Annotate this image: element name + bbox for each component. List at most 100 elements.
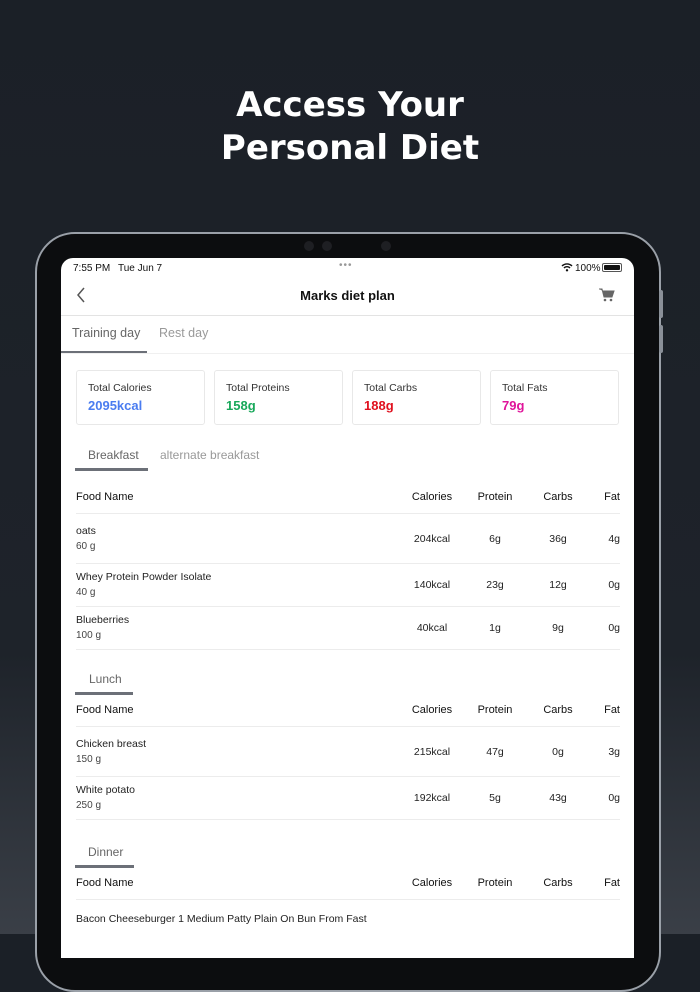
carbs: 36g: [549, 532, 567, 545]
card-label: Total Proteins: [226, 382, 290, 394]
card-value: 158g: [226, 398, 256, 413]
table-row[interactable]: White potato 250 g 192kcal 5g 43g 0g: [76, 777, 620, 820]
table-header: Food Name Calories Protein Carbs Fat: [76, 480, 620, 514]
tab-indicator: [75, 865, 134, 868]
food-qty: 250 g: [76, 800, 102, 811]
table-header: Food Name Calories Protein Carbs Fat: [76, 693, 620, 727]
protein: 1g: [489, 622, 501, 634]
col-carbs: Carbs: [543, 490, 573, 503]
protein: 6g: [489, 532, 501, 545]
table-row[interactable]: Bacon Cheeseburger 1 Medium Patty Plain …: [76, 900, 620, 925]
carbs: 9g: [552, 622, 564, 634]
battery-icon: [602, 263, 622, 272]
wifi-icon: [561, 262, 573, 275]
col-calories: Calories: [411, 876, 453, 889]
fat: 0g: [608, 622, 620, 634]
tab-breakfast[interactable]: Breakfast: [88, 448, 139, 462]
tab-indicator: [75, 468, 148, 471]
fat: 0g: [608, 579, 620, 591]
status-time: 7:55 PM: [73, 263, 111, 274]
camera-dot: [322, 241, 332, 251]
col-food-name: Food Name: [76, 876, 134, 889]
food-name: White potato: [76, 784, 135, 796]
cart-icon[interactable]: [599, 288, 615, 307]
carbs: 12g: [549, 579, 567, 591]
tab-alternate-breakfast[interactable]: alternate breakfast: [160, 448, 260, 462]
page-title: Marks diet plan: [300, 288, 395, 303]
status-date: Tue Jun 7: [118, 263, 163, 274]
col-protein: Protein: [477, 703, 513, 716]
col-fat: Fat: [604, 703, 620, 716]
multitasking-dots-icon[interactable]: •••: [339, 260, 353, 271]
total-fats-card: Total Fats 79g: [490, 370, 619, 425]
food-name: Chicken breast: [76, 737, 147, 750]
tab-indicator: [75, 692, 133, 695]
col-protein: Protein: [477, 490, 513, 503]
table-row[interactable]: Whey Protein Powder Isolate 40 g 140kcal …: [76, 564, 620, 607]
divider: [61, 315, 634, 316]
table-header: Food Name Calories Protein Carbs Fat: [76, 866, 620, 900]
card-label: Total Carbs: [364, 382, 418, 394]
calories: 40kcal: [416, 622, 448, 634]
food-qty: 100 g: [76, 630, 102, 641]
carbs: 43g: [549, 792, 567, 804]
food-name: Bacon Cheeseburger 1 Medium Patty Plain …: [76, 913, 367, 925]
card-value: 2095kcal: [88, 398, 143, 413]
food-name: Whey Protein Powder Isolate: [76, 571, 212, 583]
protein: 5g: [489, 792, 501, 804]
table-row[interactable]: Chicken breast 150 g 215kcal 47g 0g 3g: [76, 727, 620, 777]
table-row[interactable]: Blueberries 100 g 40kcal 1g 9g 0g: [76, 607, 620, 650]
fat: 4g: [608, 532, 620, 545]
tab-dinner[interactable]: Dinner: [88, 845, 124, 859]
camera-dot: [304, 241, 314, 251]
headline: Access Your Personal Diet: [0, 84, 700, 170]
protein: 23g: [486, 579, 504, 591]
calories: 192kcal: [413, 792, 451, 804]
food-qty: 150 g: [76, 753, 102, 765]
tab-indicator: [61, 351, 147, 354]
calories: 204kcal: [413, 532, 451, 545]
volume-button: [659, 290, 663, 318]
tab-lunch[interactable]: Lunch: [89, 672, 122, 686]
card-label: Total Fats: [502, 382, 548, 394]
col-fat: Fat: [604, 876, 620, 889]
food-name: Blueberries: [76, 614, 130, 626]
headline-line-2: Personal Diet: [220, 128, 480, 168]
col-carbs: Carbs: [543, 703, 573, 716]
fat: 0g: [608, 792, 620, 804]
total-proteins-card: Total Proteins 158g: [214, 370, 343, 425]
breakfast-table: Food Name Calories Protein Carbs Fat oat…: [76, 480, 620, 650]
fat: 3g: [608, 745, 620, 758]
card-value: 79g: [502, 398, 525, 413]
lunch-table: Food Name Calories Protein Carbs Fat Chi…: [76, 693, 620, 820]
total-calories-card: Total Calories 2095kcal: [76, 370, 205, 425]
col-fat: Fat: [604, 490, 620, 503]
headline-line-1: Access Your: [236, 85, 464, 125]
food-name: oats: [76, 524, 96, 537]
food-qty: 40 g: [76, 587, 96, 598]
food-qty: 60 g: [76, 540, 96, 552]
card-value: 188g: [364, 398, 394, 413]
tab-training-day[interactable]: Training day: [72, 326, 141, 340]
card-label: Total Calories: [88, 382, 152, 394]
col-food-name: Food Name: [76, 490, 134, 503]
col-protein: Protein: [477, 876, 513, 889]
tab-rest-day[interactable]: Rest day: [159, 326, 209, 340]
app-screen: 7:55 PM Tue Jun 7 ••• 100% Marks diet pl…: [61, 258, 634, 958]
divider: [61, 353, 634, 354]
col-calories: Calories: [411, 703, 453, 716]
protein: 47g: [486, 745, 504, 758]
col-carbs: Carbs: [543, 876, 573, 889]
volume-button: [659, 325, 663, 353]
col-food-name: Food Name: [76, 703, 134, 716]
camera-dot: [381, 241, 391, 251]
dinner-table: Food Name Calories Protein Carbs Fat Bac…: [76, 866, 620, 925]
col-calories: Calories: [411, 490, 453, 503]
back-button[interactable]: [76, 287, 86, 308]
calories: 215kcal: [413, 745, 451, 758]
battery-percent: 100%: [575, 263, 601, 274]
carbs: 0g: [552, 745, 564, 758]
table-row[interactable]: oats 60 g 204kcal 6g 36g 4g: [76, 514, 620, 564]
total-carbs-card: Total Carbs 188g: [352, 370, 481, 425]
calories: 140kcal: [413, 579, 451, 591]
